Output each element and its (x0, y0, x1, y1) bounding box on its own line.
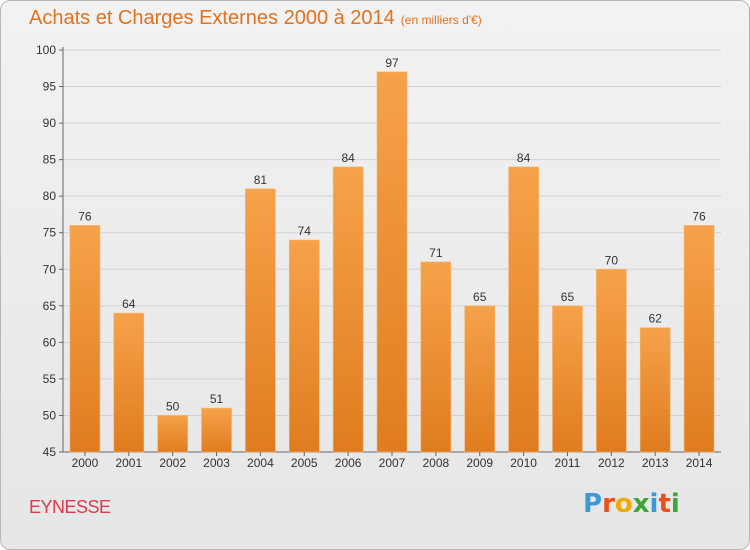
logo-letter: t (658, 489, 671, 519)
y-tick-label: 80 (43, 189, 57, 203)
logo-letter: P (583, 489, 603, 519)
bar (420, 261, 452, 453)
bar (464, 305, 496, 453)
bar (113, 312, 145, 453)
x-tick-label: 2009 (466, 456, 493, 470)
data-label: 65 (473, 290, 487, 304)
y-tick-label: 75 (43, 226, 57, 240)
y-tick-label: 60 (43, 335, 57, 349)
y-tick-label: 95 (43, 80, 57, 94)
y-tick-label: 65 (43, 299, 57, 313)
data-label: 81 (254, 173, 268, 187)
x-tick-label: 2007 (379, 456, 406, 470)
data-label: 74 (298, 224, 312, 238)
logo-letter: i (649, 489, 659, 519)
x-tick-label: 2008 (423, 456, 450, 470)
data-label: 70 (605, 253, 619, 267)
data-label: 76 (78, 209, 92, 223)
data-label: 64 (122, 297, 136, 311)
x-tick-label: 2004 (247, 456, 274, 470)
y-tick-label: 50 (43, 408, 57, 422)
bar (376, 71, 408, 453)
x-tick-label: 2002 (159, 456, 186, 470)
chart-subtitle: (en milliers d'€) (400, 13, 482, 27)
logo-letter: r (602, 489, 615, 519)
data-label: 84 (517, 151, 531, 165)
chart-title-text: Achats et Charges Externes 2000 à 2014 (29, 7, 395, 29)
y-tick-label: 70 (43, 262, 57, 276)
data-label: 51 (210, 392, 224, 406)
logo-letter: o (614, 489, 633, 519)
x-tick-label: 2005 (291, 456, 318, 470)
proxiti-logo: Proxiti (583, 489, 680, 519)
logo-letter: x (632, 489, 650, 519)
data-label: 62 (649, 312, 663, 326)
y-tick-label: 100 (36, 43, 56, 57)
x-tick-label: 2003 (203, 456, 230, 470)
bar (508, 166, 539, 453)
bar (201, 407, 232, 453)
bar (157, 415, 188, 453)
y-tick-label: 90 (43, 116, 57, 130)
bar (332, 166, 364, 453)
data-label: 65 (561, 290, 575, 304)
logo-letter: i (670, 489, 680, 519)
commune-name: EYNESSE (29, 497, 111, 517)
x-tick-label: 2006 (335, 456, 362, 470)
x-tick-label: 2014 (686, 456, 713, 470)
x-tick-label: 2000 (72, 456, 99, 470)
y-tick-label: 45 (43, 445, 57, 459)
data-label: 50 (166, 399, 180, 413)
data-label: 84 (341, 151, 355, 165)
data-label: 76 (692, 209, 706, 223)
x-tick-label: 2001 (115, 456, 142, 470)
data-label: 71 (429, 246, 443, 260)
bar (683, 225, 715, 453)
x-tick-label: 2011 (555, 456, 581, 470)
bar (552, 305, 583, 453)
data-label: 97 (385, 56, 399, 70)
bar (245, 188, 276, 453)
y-tick-label: 85 (43, 153, 57, 167)
x-tick-label: 2012 (598, 456, 625, 470)
bar (639, 327, 671, 453)
x-tick-label: 2013 (642, 456, 669, 470)
bar (596, 268, 627, 453)
x-tick-label: 2010 (510, 456, 537, 470)
y-tick-label: 55 (43, 372, 57, 386)
bar (288, 239, 320, 453)
chart-title: Achats et Charges Externes 2000 à 2014 (e… (29, 7, 482, 30)
bar (69, 225, 101, 453)
